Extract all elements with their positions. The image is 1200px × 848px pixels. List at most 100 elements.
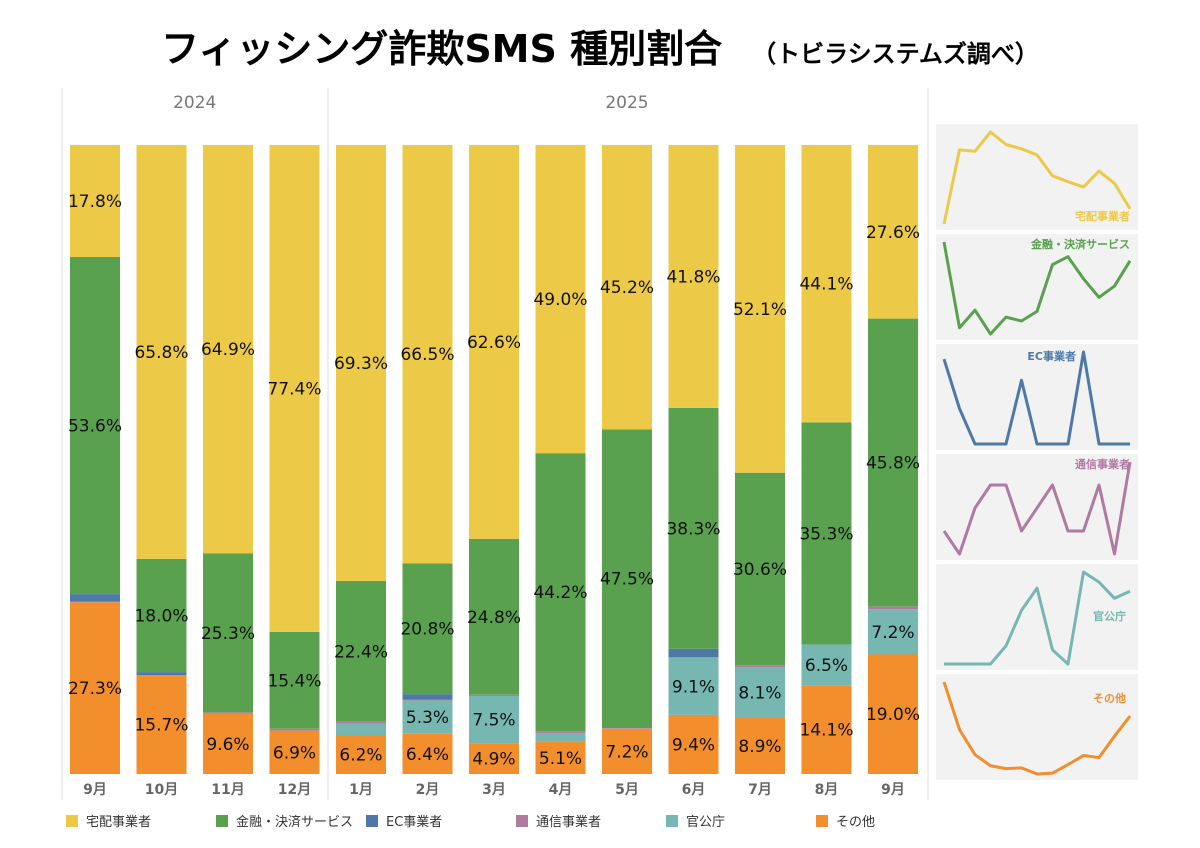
bar-segment (402, 700, 453, 734)
month-label: 7月 (748, 782, 772, 798)
bar-segment (535, 145, 586, 454)
data-label: 24.8% (467, 608, 521, 628)
bar-segment (535, 453, 586, 732)
month-label: 6月 (682, 782, 706, 798)
bar-segment (535, 731, 586, 734)
data-label: 30.6% (733, 560, 787, 580)
month-label: 2月 (416, 782, 440, 798)
bar-segment (868, 145, 918, 319)
subtitle-text: （トビラシステムズ調べ） (752, 40, 1039, 68)
title-text: フィッシング詐欺SMS 種別割合 (161, 27, 723, 71)
month-label: 9月 (83, 782, 107, 798)
data-label: 5.1% (539, 749, 582, 769)
bar-segment (402, 694, 453, 700)
bar-segment (336, 721, 386, 724)
data-label: 15.7% (134, 716, 188, 736)
bar-segment (801, 145, 852, 423)
data-label: 45.2% (600, 278, 654, 298)
bar-segment (70, 256, 120, 595)
small-multiple-label: 官公庁 (1093, 609, 1126, 623)
data-label: 20.8% (400, 620, 454, 640)
bar-segment (70, 602, 120, 774)
data-label: 15.4% (267, 671, 321, 691)
bar-segment (336, 735, 386, 774)
bar-segment (203, 145, 253, 554)
data-label: 6.5% (805, 656, 848, 676)
bar-segment (469, 538, 519, 695)
small-multiple-label: EC事業者 (1027, 349, 1076, 363)
legend-label: EC事業者 (386, 814, 442, 830)
bar-segment (868, 609, 918, 655)
legend-swatch (666, 815, 678, 827)
bar-segment (668, 714, 719, 774)
year-label: 2025 (605, 93, 648, 113)
data-label: 44.2% (533, 583, 587, 603)
data-label: 17.8% (68, 192, 122, 212)
small-multiple-label: 金融・決済サービス (1030, 237, 1130, 251)
bar-segment (402, 563, 453, 695)
legend-label: 官公庁 (686, 814, 725, 830)
small-multiple-label: 通信事業者 (1075, 457, 1130, 471)
bar-segment (269, 730, 320, 774)
bar-segment (203, 713, 253, 774)
bar-segment (70, 594, 120, 602)
bar-segment (801, 422, 852, 645)
bar-segment (668, 657, 719, 715)
legend-label: 宅配事業者 (86, 814, 151, 830)
small-multiple-line (942, 681, 1132, 776)
small-multiple-line (944, 570, 1131, 666)
legend-swatch (516, 815, 528, 827)
data-label: 62.6% (467, 333, 521, 353)
data-label: 66.5% (400, 345, 454, 365)
bar-segment (336, 723, 386, 736)
data-label: 64.9% (201, 340, 255, 360)
month-label: 1月 (349, 782, 373, 798)
chart-title: フィッシング詐欺SMS 種別割合 （トビラシステムズ調べ） (0, 18, 1200, 73)
legend-label: 金融・決済サービス (236, 814, 353, 830)
data-label: 44.1% (799, 275, 853, 295)
bar-segment (535, 733, 586, 742)
bar-segment (735, 472, 785, 666)
bar-segment (203, 553, 253, 713)
bar-segment (668, 648, 719, 658)
bar-segment (402, 733, 453, 774)
data-label: 65.8% (134, 343, 188, 363)
bar-segment (602, 429, 652, 729)
bar-segment (136, 145, 187, 559)
data-label: 47.5% (600, 570, 654, 590)
data-label: 9.6% (206, 735, 249, 755)
bar-segment (469, 145, 519, 539)
month-label: 3月 (482, 782, 506, 798)
data-label: 8.1% (738, 684, 781, 704)
month-label: 12月 (278, 782, 311, 798)
bar-segment (668, 657, 719, 658)
bar-segment (136, 672, 187, 676)
bar-segment (602, 728, 652, 774)
data-label: 9.1% (672, 677, 715, 697)
bar-segment (203, 712, 253, 714)
data-label: 52.1% (733, 300, 787, 320)
bar-segment (469, 696, 519, 744)
legend-label: 通信事業者 (536, 814, 601, 830)
data-label: 18.0% (134, 606, 188, 626)
data-label: 35.3% (799, 524, 853, 544)
data-label: 8.9% (738, 737, 781, 757)
bar-segment (602, 145, 652, 430)
month-label: 8月 (815, 782, 839, 798)
data-label: 45.8% (866, 454, 920, 474)
data-label: 6.2% (339, 746, 382, 766)
bar-segment (402, 699, 453, 701)
year-label: 2024 (173, 93, 216, 113)
data-label: 27.3% (68, 679, 122, 699)
bar-segment (801, 644, 852, 686)
data-label: 41.8% (666, 267, 720, 287)
bar-segment (136, 558, 187, 673)
data-label: 7.2% (605, 742, 648, 762)
bar-segment (70, 145, 120, 257)
data-label: 77.4% (267, 379, 321, 399)
bar-segment (336, 580, 386, 722)
legend-swatch (816, 815, 828, 827)
data-label: 38.3% (666, 519, 720, 539)
bar-segment (735, 665, 785, 668)
